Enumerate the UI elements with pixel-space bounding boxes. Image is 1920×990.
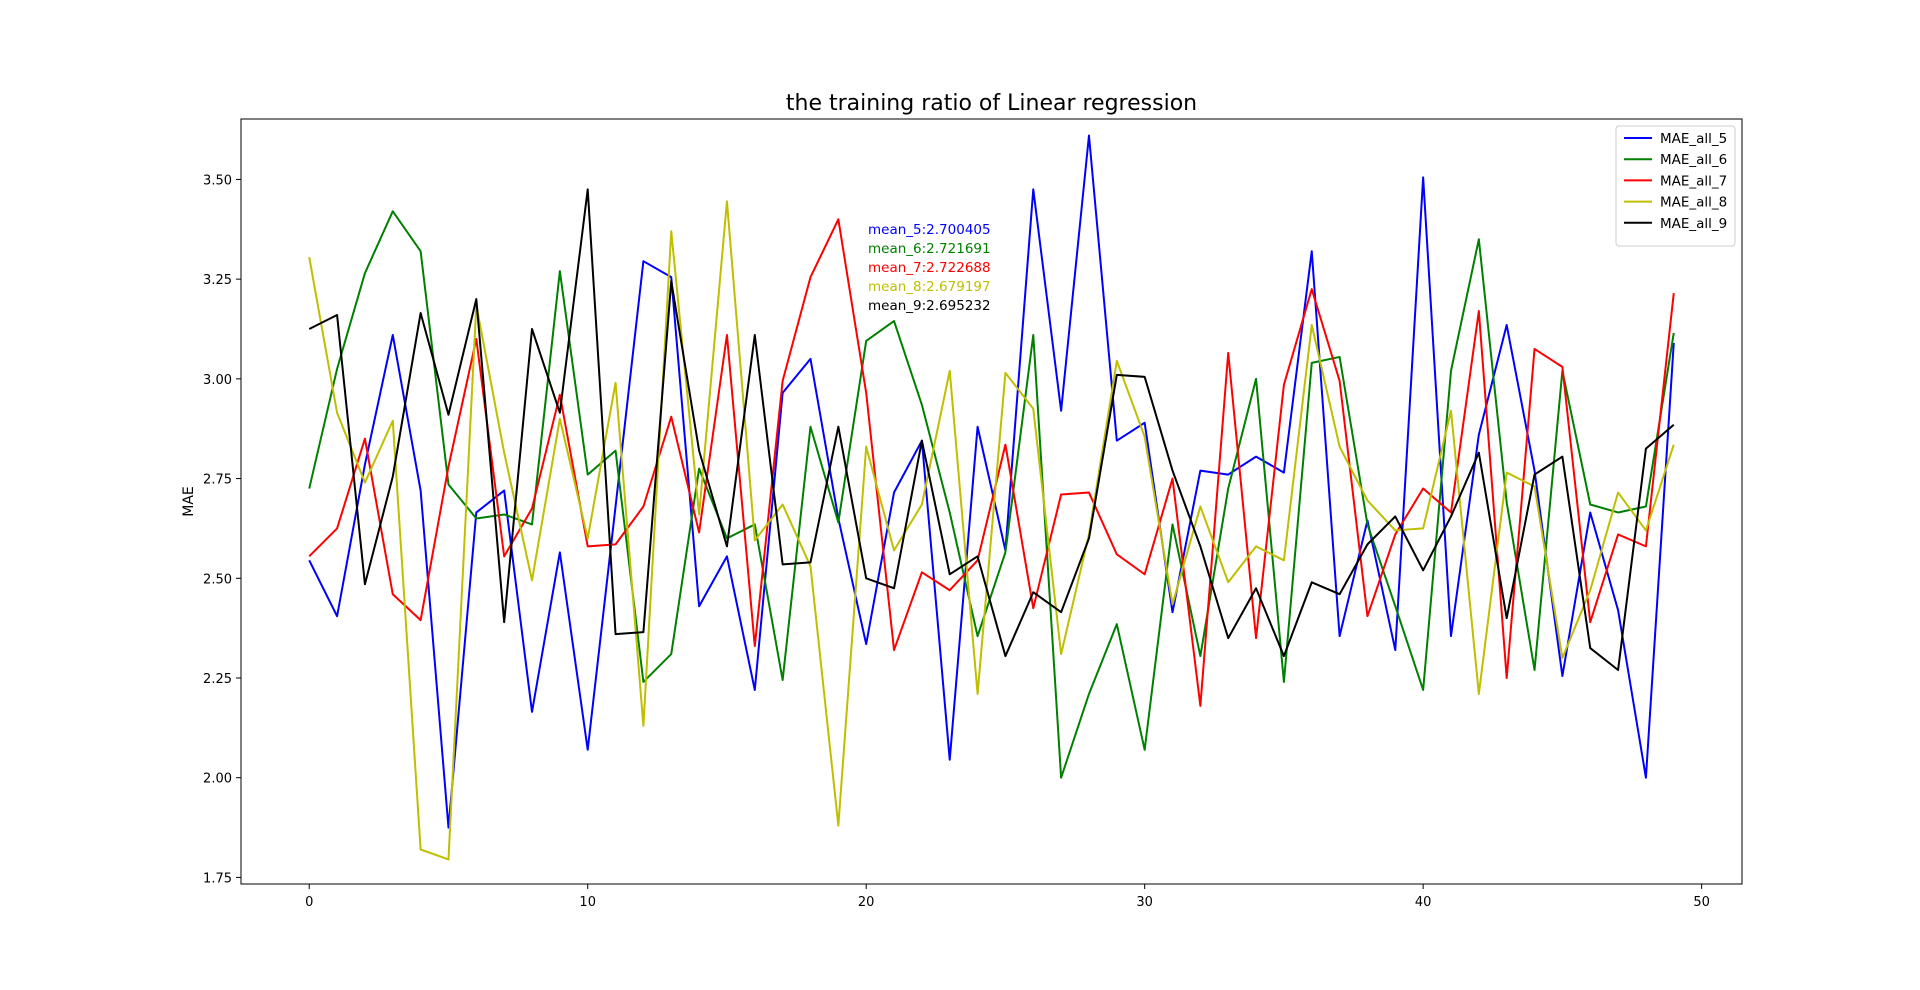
- legend-label: MAE_all_6: [1660, 152, 1727, 168]
- series-line-mae-all-7: [308, 218, 1675, 707]
- chart-title: the training ratio of Linear regression: [786, 91, 1197, 116]
- mean-annotation: mean_8:2.679197: [868, 279, 991, 295]
- series-line-mae-all-9: [308, 188, 1675, 672]
- mean-annotations: mean_5:2.700405 mean_6:2.721691 mean_7:2.7…: [868, 222, 991, 314]
- mean-annotation: mean_9:2.695232: [868, 298, 991, 314]
- y-tick-label: 2.00: [203, 772, 232, 787]
- x-tick-label: 50: [1693, 895, 1710, 910]
- y-tick-label: 2.25: [203, 672, 232, 687]
- series-line-mae-all-8: [308, 200, 1675, 861]
- x-tick-label: 0: [305, 895, 313, 910]
- y-tick-label: 3.25: [203, 273, 232, 288]
- legend-label: MAE_all_9: [1660, 216, 1727, 232]
- y-tick-label: 3.50: [203, 173, 232, 188]
- series-line-mae-all-6: [308, 210, 1675, 779]
- legend-box: [1615, 125, 1736, 247]
- y-tick-label: 2.75: [203, 473, 232, 488]
- mean-annotation: mean_6:2.721691: [868, 241, 991, 257]
- mean-annotation: mean_7:2.722688: [868, 260, 991, 276]
- x-tick-label: 10: [579, 895, 596, 910]
- x-tick-label: 40: [1415, 895, 1432, 910]
- y-axis-label: MAE: [181, 486, 197, 517]
- y-tick-label: 2.50: [203, 572, 232, 587]
- legend-label: MAE_all_5: [1660, 131, 1727, 147]
- plot-area: 0 10 20 30 40 50 1.75 2.00 2.25 2.50 2.75 3.00 3.25 3…: [203, 118, 1743, 910]
- y-tick-label: 3.00: [203, 373, 232, 388]
- x-tick-label: 20: [858, 895, 875, 910]
- y-tick-label: 1.75: [203, 871, 232, 886]
- legend-label: MAE_all_7: [1660, 173, 1727, 189]
- axes-frame: [240, 118, 1743, 885]
- legend: MAE_all_5 MAE_all_6 MAE_all_7 MAE_all_8 MAE_…: [1615, 125, 1736, 247]
- x-tick-label: 30: [1136, 895, 1153, 910]
- series-line-mae-all-5: [308, 134, 1675, 829]
- legend-label: MAE_all_8: [1660, 195, 1727, 211]
- mean-annotation: mean_5:2.700405: [868, 222, 991, 238]
